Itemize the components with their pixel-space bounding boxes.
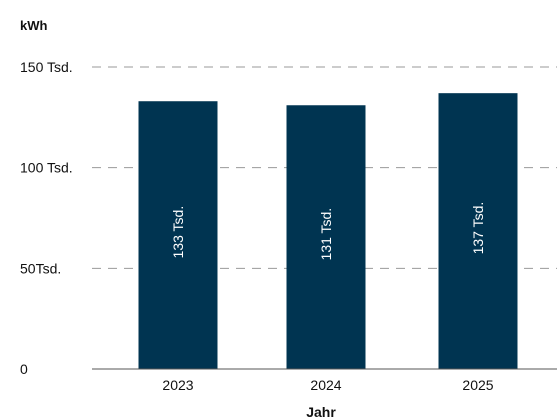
- y-axis-unit-label: kWh: [20, 18, 48, 33]
- bar-2024: [286, 105, 366, 370]
- y-tick-label: 150 Tsd.: [20, 59, 73, 75]
- x-tick-label: 2025: [462, 377, 493, 393]
- bar-2025: [438, 93, 518, 369]
- bar-value-label: 131 Tsd.: [318, 208, 334, 261]
- bar-2023: [138, 101, 218, 369]
- y-tick-label: 0: [20, 361, 28, 377]
- x-axis-ticks: 2023 2024 2025: [162, 377, 493, 393]
- y-axis-ticks: 0 50Tsd. 100 Tsd. 150 Tsd.: [20, 59, 73, 377]
- x-tick-label: 2023: [162, 377, 193, 393]
- bars: 133 Tsd. 131 Tsd. 137 Tsd.: [138, 93, 518, 370]
- y-tick-label: 50Tsd.: [20, 260, 61, 276]
- x-tick-label: 2024: [310, 377, 341, 393]
- bar-value-label: 133 Tsd.: [170, 206, 186, 259]
- x-axis-title: Jahr: [306, 404, 336, 419]
- bar-value-label: 137 Tsd.: [470, 202, 486, 255]
- y-tick-label: 100 Tsd.: [20, 160, 73, 176]
